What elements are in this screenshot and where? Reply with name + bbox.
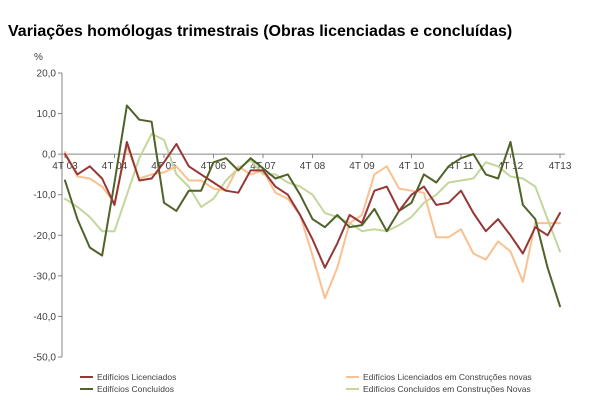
x-tick-label: 4T 08 (300, 161, 326, 172)
legend-label-edificios-concluidos: Edifícios Concluídos (97, 384, 174, 394)
legend-label-edificios-concluidos-construcoes-novas: Edifícios Concluídos em Construções Nova… (363, 384, 531, 394)
series-line-edificios-licenciados-em-construcoes-novas (64, 145, 561, 300)
y-axis-unit-label: % (34, 52, 43, 63)
y-tick-label: -10,0 (33, 190, 56, 201)
y-tick-label: 20,0 (37, 69, 57, 80)
legend-label-edificios-licenciados-construcoes-novas: Edifícios Licenciados em Construções nov… (363, 372, 532, 382)
y-tick-label: 10,0 (37, 109, 57, 120)
legend-label-edificios-licenciados: Edifícios Licenciados (97, 372, 176, 382)
series-line-edificios-concluidos (64, 104, 561, 308)
y-tick-label: -50,0 (33, 353, 56, 364)
y-tick-label: -20,0 (33, 231, 56, 242)
x-tick-label: 4T 04 (102, 161, 128, 172)
legend-item-edificios-licenciados: Edifícios Licenciados (80, 372, 176, 382)
y-tick-label: 0,0 (42, 150, 56, 161)
y-tick-label: -30,0 (33, 271, 56, 282)
legend-item-edificios-licenciados-construcoes-novas: Edifícios Licenciados em Construções nov… (346, 372, 532, 382)
x-tick-label: 4T 10 (399, 161, 425, 172)
x-tick-label: 4T 03 (52, 161, 78, 172)
chart-title: Variações homólogas trimestrais (Obras l… (8, 23, 512, 40)
x-tick-label: 4T 06 (201, 161, 227, 172)
series-line-edificios-licenciados (64, 141, 561, 269)
x-tick-label: 4T 09 (349, 161, 375, 172)
x-tick-label: 4T 12 (498, 161, 524, 172)
legend-item-edificios-concluidos-construcoes-novas: Edifícios Concluídos em Construções Nova… (346, 384, 531, 394)
legend-item-edificios-concluidos: Edifícios Concluídos (80, 384, 174, 394)
legend: Edifícios Licenciados Edifícios Concluíd… (80, 372, 532, 394)
chart-series (64, 104, 561, 308)
chart-axes: 20,0 10,0 0,0 -10,0 -20,0 -30,0 -40,0 -50,0 4T 0… (33, 69, 572, 364)
x-tick-label: 4T 05 (151, 161, 177, 172)
x-tick-label: 4T 11 (449, 161, 474, 172)
y-tick-label: -40,0 (33, 312, 56, 323)
series-line-edificios-concluidos-em-construcoes-novas (64, 132, 561, 253)
x-tick-label: 4T 07 (250, 161, 276, 172)
x-tick-label: 4T13 (549, 161, 572, 172)
